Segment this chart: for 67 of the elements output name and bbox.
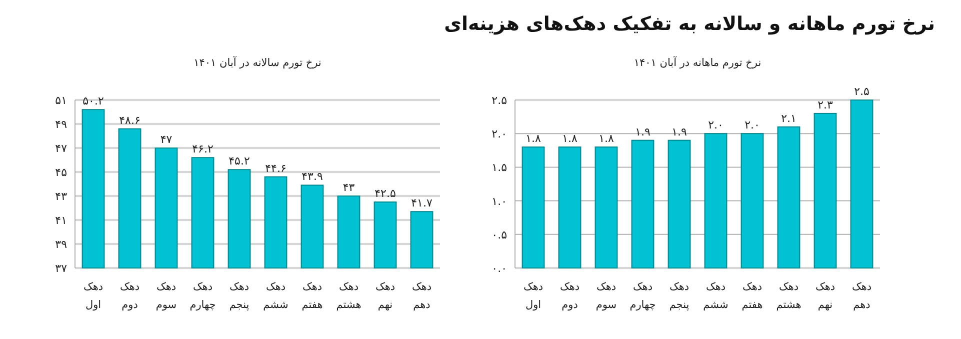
- x-tick-label: دهک چهارم: [630, 281, 656, 311]
- bar: [558, 146, 582, 268]
- x-tick-label: دهک دهم: [412, 281, 432, 311]
- data-label: ۴۵.۲: [228, 154, 250, 168]
- bar: [777, 126, 800, 268]
- x-tick-label: دهک نهم: [375, 281, 396, 311]
- data-label: ۴۶.۲: [192, 142, 214, 156]
- data-label: ۴۷: [160, 133, 172, 146]
- bar: [668, 140, 691, 268]
- x-tick-label: دهک دوم: [120, 281, 140, 311]
- x-tick-label: دهک نهم: [815, 281, 836, 311]
- data-label: ۱.۹: [672, 125, 687, 138]
- data-label: ۲.۱: [781, 112, 796, 125]
- x-tick-label: دهک دوم: [560, 281, 580, 311]
- data-label: ۱.۹: [635, 125, 650, 138]
- data-label: ۴۴.۶: [265, 162, 286, 175]
- x-tick-label: دهک سوم: [156, 281, 177, 311]
- bar: [814, 112, 837, 268]
- y-tick-label: ۰.۵: [492, 228, 508, 242]
- data-label: ۱.۸: [562, 132, 578, 146]
- data-label: ۲.۰: [744, 118, 760, 132]
- data-label: ۴۳.۹: [302, 170, 323, 184]
- data-label: ۴۳: [342, 181, 355, 194]
- x-tick-label: دهک هشتم: [336, 281, 362, 311]
- x-tick-label: دهک هفتم: [302, 281, 323, 311]
- data-label: ۱.۸: [598, 132, 614, 146]
- y-tick-label: ۴۵: [55, 166, 68, 179]
- data-label: ۵۰.۲: [82, 94, 104, 108]
- bar: [704, 133, 728, 268]
- text: نرخ تورم ماهانه و سالانه به تفکیک دهک‌های هزینه‌ای: [444, 13, 935, 35]
- bar: [850, 100, 874, 268]
- x-tick-label: دهک هفتم: [742, 281, 763, 311]
- bar: [740, 133, 764, 268]
- y-tick-label: ۱.۵: [492, 161, 508, 174]
- x-tick-label: دهک سوم: [596, 281, 617, 311]
- y-tick-label: ۱.۰: [492, 194, 507, 208]
- y-tick-label: ۴۹: [55, 118, 68, 131]
- data-label: ۱.۸: [526, 132, 541, 146]
- x-tick-label: دهک ششم: [263, 281, 288, 311]
- y-tick-label: ۴۷: [55, 142, 68, 155]
- y-tick-label: ۲.۰: [492, 128, 507, 141]
- x-tick-label: دهک دهم: [852, 281, 872, 311]
- x-tick-label: دهک اول: [523, 281, 544, 311]
- x-tick-label: دهک ششم: [703, 281, 728, 311]
- x-tick-label: دهک اول: [83, 281, 104, 311]
- y-tick-label: ۳۷: [55, 262, 68, 275]
- bar: [594, 146, 618, 268]
- bar: [631, 140, 654, 268]
- x-tick-label: دهک پنجم: [669, 281, 690, 311]
- data-label: ۲.۰: [708, 118, 724, 132]
- y-tick-label: ۴۱: [55, 214, 67, 227]
- data-label: ۲.۳: [818, 98, 833, 112]
- data-label: ۴۱.۷: [411, 196, 432, 210]
- x-tick-label: دهک هشتم: [776, 281, 802, 311]
- chart-title: نرخ تورم ماهانه در آبان ۱۴۰۱: [634, 56, 762, 69]
- bar: [522, 146, 545, 268]
- x-tick-label: دهک چهارم: [190, 281, 216, 311]
- y-tick-label: ۳۹: [55, 238, 68, 251]
- data-label: ۴۸.۶: [119, 114, 140, 127]
- y-tick-label: ۰.۰: [492, 262, 507, 275]
- y-tick-label: ۵۱: [55, 94, 67, 107]
- y-tick-label: ۴۳: [55, 190, 68, 203]
- data-label: ۲.۵: [854, 85, 870, 98]
- chart-title: نرخ تورم سالانه در آبان ۱۴۰۱: [194, 56, 322, 69]
- data-label: ۴۲.۵: [374, 187, 396, 200]
- x-tick-label: دهک پنجم: [229, 281, 250, 311]
- y-tick-label: ۲.۵: [492, 94, 508, 107]
